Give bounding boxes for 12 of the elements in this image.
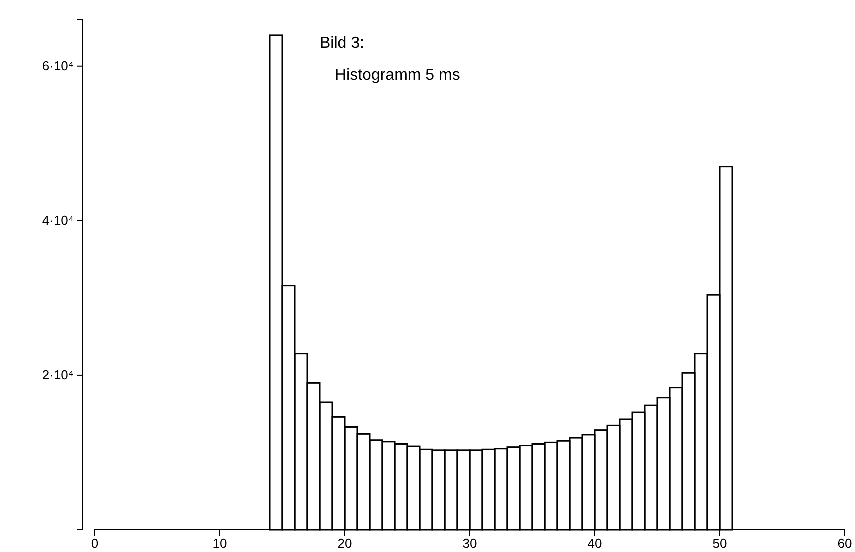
y-tick-label: 6·10⁴ xyxy=(42,58,74,74)
x-tick-label: 60 xyxy=(838,536,852,552)
x-tick-label: 50 xyxy=(712,536,728,552)
x-tick-label: 30 xyxy=(462,536,478,552)
x-tick-label: 40 xyxy=(588,536,602,552)
y-tick-label: 2·10⁴ xyxy=(42,368,74,383)
x-tick-label: 20 xyxy=(338,536,352,552)
text: Bild 3: xyxy=(320,35,364,52)
x-tick-label: 0 xyxy=(91,536,99,552)
y-tick-label: 4·10⁴ xyxy=(42,213,74,228)
text: Histogramm 5 ms xyxy=(335,67,460,84)
x-tick-label: 10 xyxy=(212,536,228,552)
